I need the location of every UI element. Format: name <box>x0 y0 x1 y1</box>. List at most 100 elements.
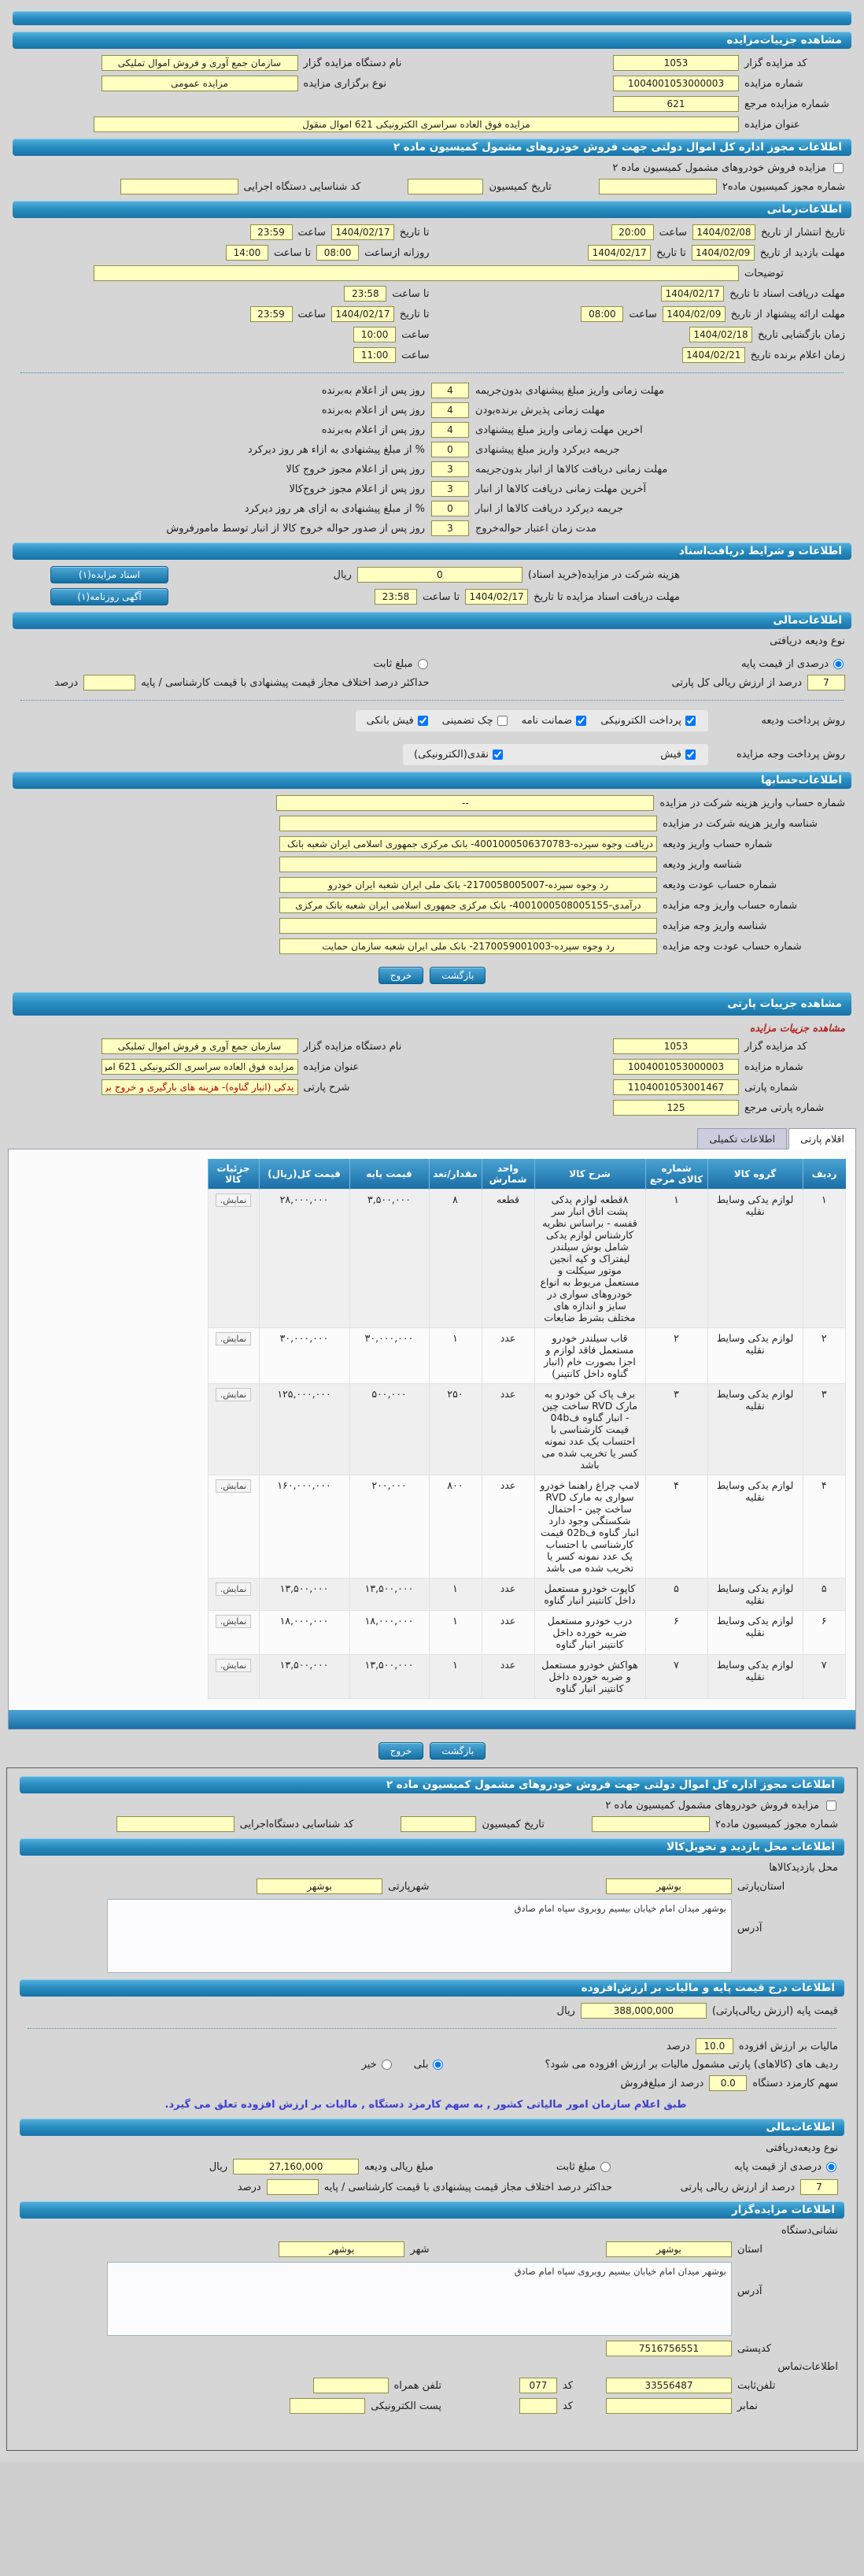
deposit-percent-radio[interactable] <box>833 659 844 669</box>
party-city-field[interactable] <box>257 1878 383 1894</box>
account-field[interactable] <box>279 918 657 934</box>
mobile-field[interactable] <box>312 2378 389 2393</box>
auction-title-field[interactable] <box>94 117 739 132</box>
tab-party-items[interactable]: اقلام پارتی <box>788 1128 856 1149</box>
agency-fee-field[interactable] <box>709 2075 748 2091</box>
visit-from-date[interactable] <box>691 245 755 261</box>
offer-from-time[interactable] <box>581 306 624 322</box>
auctioneer-org-field[interactable] <box>101 55 298 71</box>
opening-date[interactable] <box>689 327 753 342</box>
auction-type-field[interactable] <box>101 76 298 91</box>
docs-receive-deadline-time[interactable] <box>374 589 417 605</box>
show-item-details-link[interactable]: نمایش. <box>215 1388 252 1401</box>
commission-date-field[interactable] <box>408 179 484 194</box>
deposit-method-checkbox[interactable] <box>417 716 428 726</box>
deposit-percent-field[interactable] <box>807 675 845 690</box>
deposit-method-checkbox[interactable] <box>685 716 696 726</box>
visit-daily-from-time[interactable] <box>316 245 360 261</box>
docs-deadline-time[interactable] <box>344 286 387 302</box>
vat-no-radio[interactable] <box>381 2060 392 2070</box>
exit-button[interactable]: خروج <box>378 1742 424 1760</box>
party-address-field[interactable] <box>107 1899 732 1973</box>
auction-documents-button[interactable]: اسناد مزایده(۱) <box>50 566 168 583</box>
base-price-field[interactable] <box>580 2003 707 2019</box>
visit-to-date[interactable] <box>588 245 652 261</box>
account-field[interactable] <box>279 877 657 893</box>
docs-receive-deadline-date[interactable] <box>465 589 529 605</box>
commission-agency-field-2[interactable] <box>116 1816 234 1832</box>
offer-from-date[interactable] <box>662 306 726 322</box>
deadline-value-field[interactable] <box>431 501 469 516</box>
notes-field[interactable] <box>94 265 739 281</box>
participation-fee-field[interactable] <box>356 567 522 583</box>
auction-method-checkbox[interactable] <box>685 749 696 760</box>
auctioneer-code-field[interactable] <box>613 55 739 71</box>
maxdiff-field-2[interactable] <box>266 2179 319 2195</box>
account-field[interactable] <box>279 898 657 913</box>
party-desc-field[interactable] <box>101 1079 298 1095</box>
commission-permit-field[interactable] <box>598 179 717 194</box>
maxdiff-field[interactable] <box>83 675 136 690</box>
commission-agency-field[interactable] <box>120 179 238 194</box>
account-field[interactable] <box>279 816 657 831</box>
publish-from-date[interactable] <box>692 224 755 240</box>
organizer-city-field[interactable] <box>279 2241 405 2257</box>
offer-to-time[interactable] <box>249 306 293 322</box>
offer-to-date[interactable] <box>330 306 394 322</box>
party-number-field[interactable] <box>613 1079 739 1095</box>
deposit-method-checkbox[interactable] <box>497 716 508 726</box>
account-field[interactable] <box>279 938 657 954</box>
auction-number-field[interactable] <box>613 76 739 91</box>
winner-date[interactable] <box>681 347 745 363</box>
party-auction-title-field[interactable] <box>101 1059 298 1075</box>
publish-from-time[interactable] <box>611 224 654 240</box>
deposit-method-option[interactable]: ضمانت نامه <box>522 715 589 727</box>
phone-code-field[interactable] <box>519 2378 557 2393</box>
back-button[interactable]: بازگشت <box>430 1742 486 1760</box>
opening-time[interactable] <box>353 327 397 342</box>
organizer-province-field[interactable] <box>606 2241 732 2257</box>
auction-method-option[interactable]: نقدی(الکترونیکی) <box>414 749 504 761</box>
show-item-details-link[interactable]: نمایش. <box>215 1582 252 1596</box>
docs-deadline-date[interactable] <box>661 286 725 302</box>
deadline-value-field[interactable] <box>431 461 469 477</box>
account-field[interactable] <box>279 836 657 852</box>
show-item-details-link[interactable]: نمایش. <box>215 1659 252 1672</box>
tab-extra-info[interactable]: اطلاعات تکمیلی <box>697 1128 788 1149</box>
back-button[interactable]: بازگشت <box>430 967 486 984</box>
deposit-amount-field[interactable] <box>233 2159 360 2174</box>
exit-button[interactable]: خروج <box>378 967 424 984</box>
show-item-details-link[interactable]: نمایش. <box>215 1194 252 1207</box>
show-item-details-link[interactable]: نمایش. <box>215 1479 252 1493</box>
deposit-fixed-radio[interactable] <box>417 659 428 669</box>
fax-field[interactable] <box>606 2398 732 2414</box>
deposit-fixed-radio-2[interactable] <box>600 2161 611 2172</box>
deadline-value-field[interactable] <box>431 402 469 418</box>
commission-checkbox-2[interactable] <box>826 1801 836 1811</box>
deadline-value-field[interactable] <box>431 422 469 438</box>
fax-code-field[interactable] <box>519 2398 557 2414</box>
newspaper-ad-button[interactable]: آگهی روزنامه(۱) <box>50 588 168 605</box>
vat-yes-radio[interactable] <box>433 2060 444 2070</box>
deposit-method-option[interactable]: پرداخت الکترونیکی <box>600 715 697 727</box>
view-auction-details-link[interactable]: مشاهده جزییات مزایده <box>749 1022 845 1034</box>
show-item-details-link[interactable]: نمایش. <box>215 1615 252 1628</box>
account-field[interactable] <box>276 795 655 811</box>
publish-to-time[interactable] <box>249 224 293 240</box>
party-auction-number-field[interactable] <box>613 1059 739 1075</box>
account-field[interactable] <box>279 857 657 872</box>
party-ref-field[interactable] <box>613 1100 739 1116</box>
publish-to-date[interactable] <box>330 224 394 240</box>
winner-time[interactable] <box>353 347 397 363</box>
postal-code-field[interactable] <box>606 2341 732 2356</box>
deposit-percent-radio-2[interactable] <box>826 2161 836 2172</box>
commission-checkbox[interactable] <box>833 163 844 173</box>
vat-field[interactable] <box>695 2038 733 2054</box>
deadline-value-field[interactable] <box>431 442 469 457</box>
deadline-value-field[interactable] <box>431 520 469 536</box>
commission-date-field-2[interactable] <box>401 1816 477 1832</box>
deposit-method-checkbox[interactable] <box>576 716 587 726</box>
party-org-field[interactable] <box>101 1038 298 1054</box>
deposit-method-option[interactable]: چک تضمینی <box>442 715 509 727</box>
deposit-percent-field-2[interactable] <box>800 2179 838 2195</box>
